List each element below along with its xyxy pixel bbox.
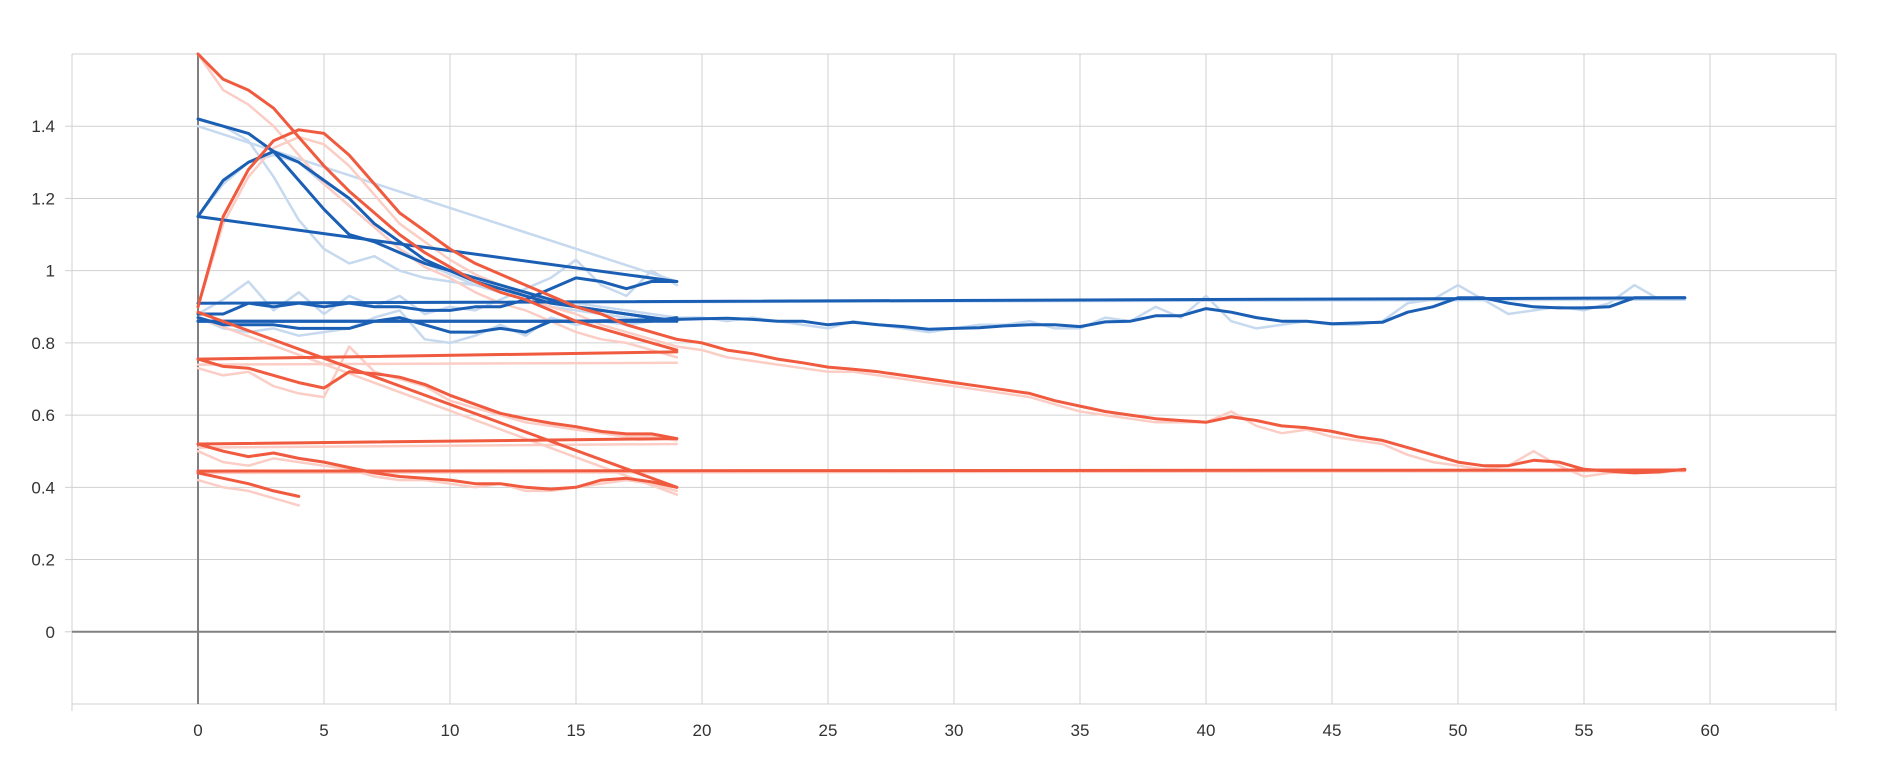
- y-tick-label: 0: [46, 623, 55, 642]
- red-series-raw-10: [196, 135, 1687, 478]
- y-tick-labels: 0 0.2 0.4 0.6 0.8 1 1.2 1.4: [31, 117, 55, 642]
- blue-series-line-2: [196, 150, 679, 323]
- y-tick-label: 1.4: [31, 117, 55, 136]
- red-series-raw-12: [196, 361, 679, 366]
- smoothed-raw-series: [196, 52, 1687, 507]
- red-series-raw-17: [196, 478, 301, 507]
- blue-series-raw-1: [196, 117, 679, 319]
- grid: [65, 53, 1837, 711]
- y-tick-label: 1.2: [31, 189, 55, 208]
- blue-series-line-3: [196, 215, 679, 283]
- y-tick-label: 0.6: [31, 406, 55, 425]
- red-series-line-13: [196, 357, 679, 441]
- series-lines: [196, 52, 1687, 498]
- x-tick-label: 55: [1575, 721, 1594, 740]
- x-tick-label: 20: [693, 721, 712, 740]
- blue-series-line-1: [196, 117, 679, 323]
- red-series-line-14: [196, 437, 679, 446]
- red-series-line-15: [196, 442, 679, 491]
- red-series-raw-13: [196, 345, 679, 442]
- x-tick-label: 15: [567, 721, 586, 740]
- blue-series-line-4: [196, 276, 679, 316]
- x-tick-label: 35: [1071, 721, 1090, 740]
- red-series-line-10: [196, 128, 1687, 475]
- y-tick-label: 0.4: [31, 478, 55, 497]
- blue-series-line-7: [196, 296, 1687, 305]
- blue-series-line-8: [196, 296, 1687, 331]
- red-series-raw-14: [196, 442, 679, 449]
- red-series-raw-9: [196, 52, 679, 359]
- y-tick-label: 0.8: [31, 334, 55, 353]
- red-series-raw-11: [196, 316, 679, 496]
- red-series-line-12: [196, 350, 679, 361]
- x-tick-label: 60: [1701, 721, 1720, 740]
- x-tick-label: 45: [1323, 721, 1342, 740]
- y-tick-label: 1: [46, 262, 55, 281]
- x-tick-label: 25: [819, 721, 838, 740]
- x-tick-label: 5: [319, 721, 328, 740]
- x-tick-labels: 0 5 10 15 20 25 30 35 40 45 50 55 60: [193, 721, 1719, 740]
- red-series-line-17: [196, 471, 301, 498]
- x-tick-label: 30: [945, 721, 964, 740]
- y-tick-label: 0.2: [31, 551, 55, 570]
- red-series-line-16: [196, 468, 1687, 473]
- x-tick-label: 50: [1449, 721, 1468, 740]
- x-tick-label: 10: [441, 721, 460, 740]
- x-tick-label: 0: [193, 721, 202, 740]
- red-series-line-9: [196, 52, 679, 352]
- red-series-raw-15: [196, 449, 679, 493]
- red-series-line-11: [196, 310, 679, 489]
- x-tick-label: 40: [1197, 721, 1216, 740]
